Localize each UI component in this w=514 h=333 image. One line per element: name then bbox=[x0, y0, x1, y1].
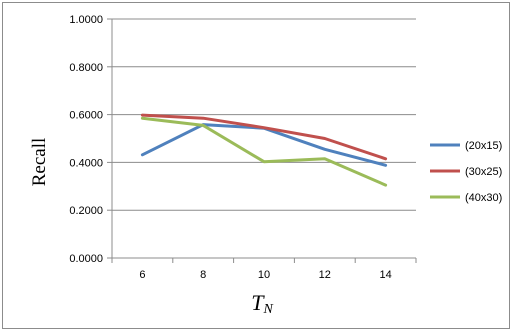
y-tick-label: 0.2000 bbox=[69, 205, 103, 217]
series-line bbox=[140, 116, 388, 187]
x-tick-label: 10 bbox=[258, 269, 270, 281]
series-lines bbox=[140, 113, 388, 187]
x-axis-title-main: T bbox=[251, 290, 265, 315]
y-tick-label: 0.6000 bbox=[69, 110, 103, 122]
legend-label: (40x30) bbox=[465, 192, 502, 204]
y-tick-labels: 0.0000 0.2000 0.4000 0.6000 0.8000 1.0000 bbox=[69, 14, 103, 265]
y-axis-title: Recall bbox=[29, 138, 50, 187]
x-tick-label: 8 bbox=[200, 269, 206, 281]
y-tick-label: 0.4000 bbox=[69, 157, 103, 169]
series-line bbox=[140, 113, 388, 161]
y-tick-label: 1.0000 bbox=[69, 14, 103, 26]
y-tick-label: 0.0000 bbox=[69, 253, 103, 265]
x-tick-label: 12 bbox=[319, 269, 331, 281]
series-line bbox=[140, 123, 388, 167]
x-tick-label: 14 bbox=[379, 269, 391, 281]
legend-label: (20x15) bbox=[465, 140, 502, 152]
legend-label: (30x25) bbox=[465, 166, 502, 178]
axes bbox=[107, 18, 417, 263]
x-axis-title-subscript: N bbox=[262, 302, 273, 317]
x-tick-labels: 6 8 10 12 14 bbox=[139, 269, 391, 281]
x-tick-label: 6 bbox=[139, 269, 145, 281]
y-tick-label: 0.8000 bbox=[69, 62, 103, 74]
chart-frame bbox=[2, 2, 510, 329]
x-axis-title: TN bbox=[251, 290, 273, 317]
legend: (20x15) (30x25) (40x30) bbox=[430, 140, 502, 204]
